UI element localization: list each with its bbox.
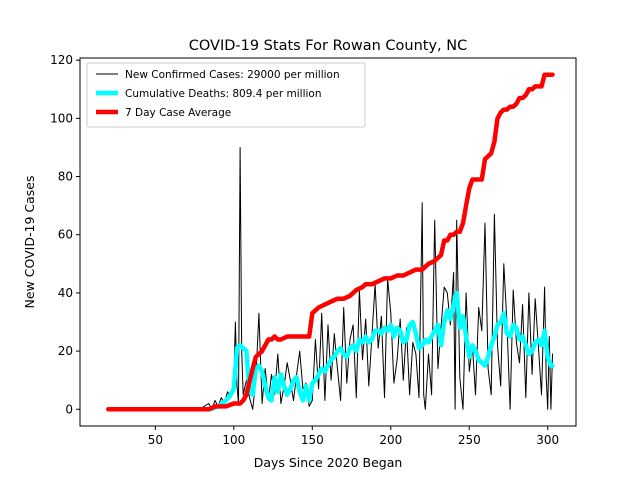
y-tick-label: 120 bbox=[50, 53, 73, 67]
y-tick-label: 80 bbox=[58, 170, 73, 184]
y-tick-label: 0 bbox=[65, 402, 73, 416]
legend: New Confirmed Cases: 29000 per million Cu… bbox=[86, 62, 366, 128]
axes-frame bbox=[79, 57, 577, 427]
chart-title: COVID-19 Stats For Rowan County, NC bbox=[189, 38, 468, 54]
legend-label-3: 7 Day Case Average bbox=[125, 107, 231, 119]
x-tick-label: 50 bbox=[148, 433, 163, 447]
x-tick-label: 100 bbox=[222, 433, 245, 447]
x-tick-label: 250 bbox=[458, 433, 481, 447]
x-axis-label: Days Since 2020 Began bbox=[254, 455, 403, 470]
legend-box bbox=[86, 62, 366, 128]
y-tick-label: 60 bbox=[58, 228, 73, 242]
x-tick-label: 150 bbox=[301, 433, 324, 447]
plot-area bbox=[106, 72, 555, 412]
x-tick-label: 200 bbox=[379, 433, 402, 447]
y-tick-label: 100 bbox=[50, 111, 73, 125]
y-tick-label: 20 bbox=[58, 344, 73, 358]
axes: 50 100 150 200 250 300 0 20 40 60 80 100 120 bbox=[50, 53, 577, 447]
series-line-3 bbox=[106, 72, 555, 412]
y-tick-label: 40 bbox=[58, 286, 73, 300]
series-line-2 bbox=[208, 290, 555, 412]
x-tick-label: 300 bbox=[536, 433, 559, 447]
y-axis-label: New COVID-19 Cases bbox=[22, 176, 37, 309]
legend-label-2: Cumulative Deaths: 809.4 per million bbox=[125, 88, 322, 100]
legend-label-1: New Confirmed Cases: 29000 per million bbox=[125, 69, 340, 81]
